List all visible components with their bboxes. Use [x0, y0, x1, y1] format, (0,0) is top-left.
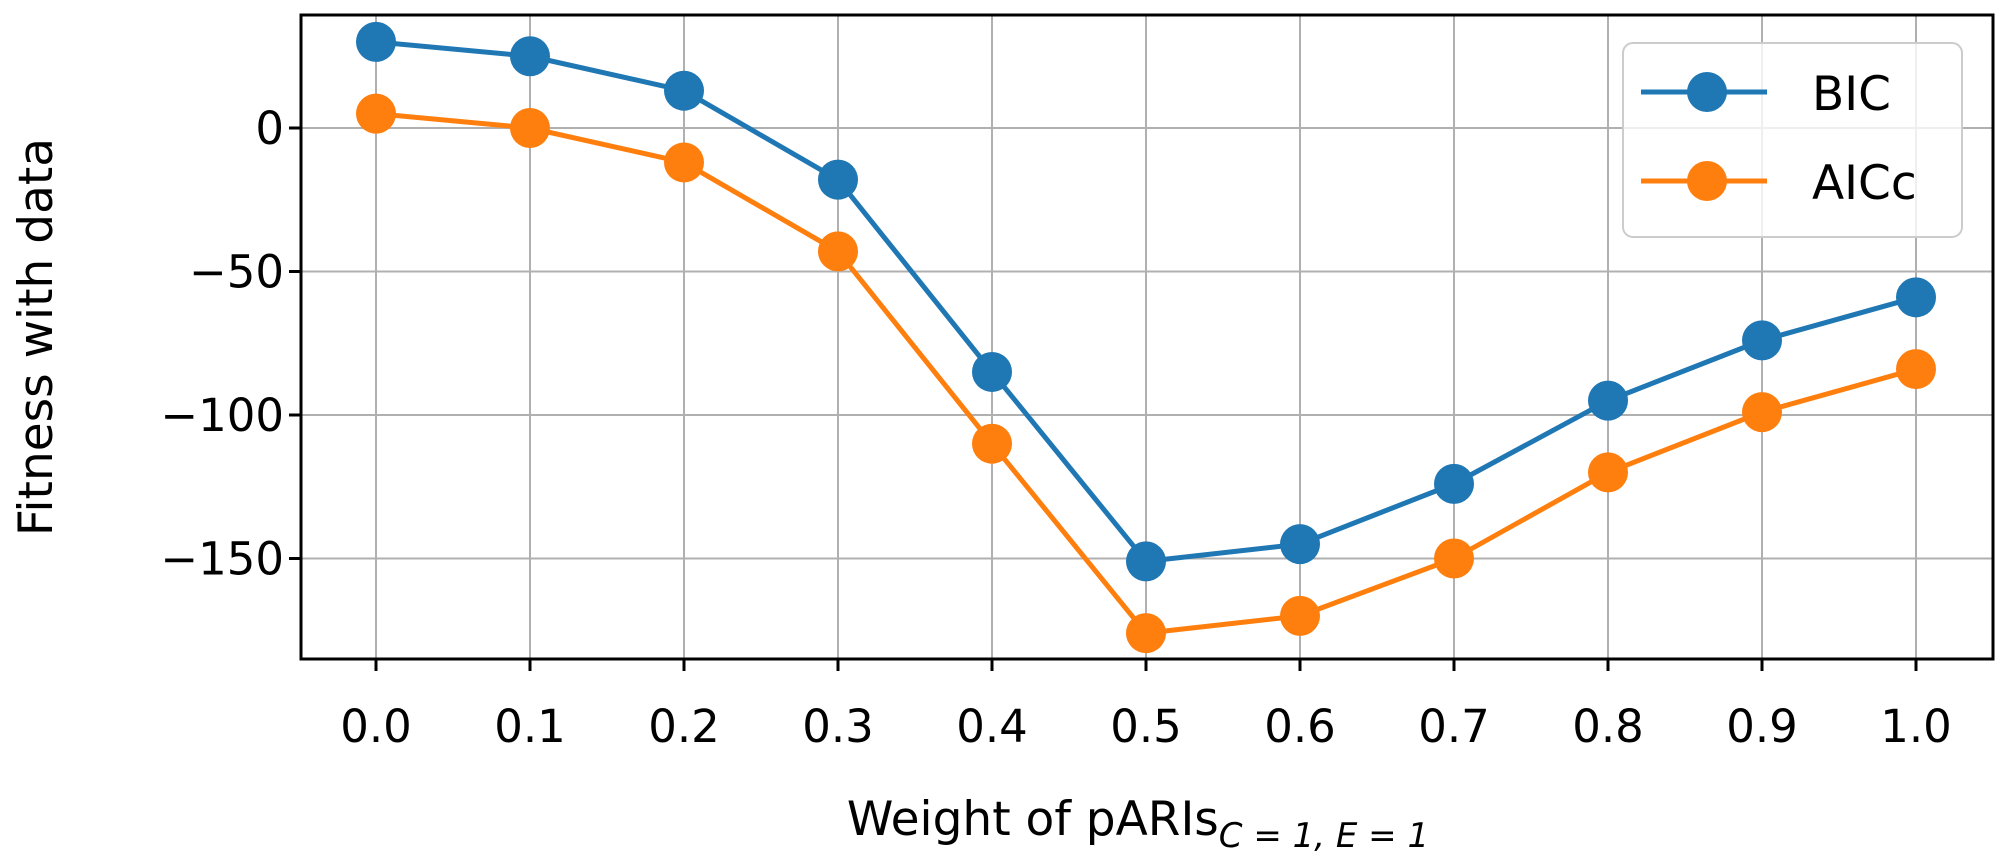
data-point-marker [1126, 541, 1166, 582]
y-tick-label: −50 [189, 246, 284, 299]
data-point-marker [1742, 320, 1782, 361]
legend-item-aicc: AICc [1641, 156, 1917, 211]
x-axis-label-main: Weight of pARIs [847, 792, 1219, 847]
y-tick-label: −100 [160, 389, 284, 442]
x-axis-label-subscript: C = 1, E = 1 [1219, 816, 1429, 856]
x-tick-label: 0.9 [1726, 700, 1798, 753]
data-point-marker [1126, 613, 1166, 654]
legend: BIC AICc [1622, 42, 1963, 238]
y-axis-ticks: 0 −50 −100 −150 [160, 102, 301, 586]
data-point-marker [972, 351, 1012, 392]
data-point-marker [1280, 524, 1320, 565]
data-point-marker [818, 159, 858, 200]
data-point-marker [1896, 349, 1936, 390]
data-point-marker [356, 93, 396, 134]
series-bic [356, 21, 1936, 582]
data-point-marker [818, 231, 858, 272]
legend-item-bic: BIC [1641, 67, 1891, 122]
legend-marker-bic-icon [1687, 72, 1727, 112]
data-point-marker [356, 21, 396, 62]
data-point-marker [510, 108, 550, 148]
y-axis-label: Fitness with data [9, 138, 64, 536]
x-axis-ticks: 0.0 0.1 0.2 0.3 0.4 0.5 0.6 0.7 0.8 0.9 1.0 [340, 659, 1952, 753]
x-tick-label: 0.8 [1572, 700, 1644, 753]
data-point-marker [972, 423, 1012, 464]
y-tick-label: 0 [255, 102, 284, 155]
x-tick-label: 0.6 [1264, 700, 1336, 753]
x-tick-label: 0.1 [494, 700, 566, 753]
x-axis-label: Weight of pARIsC = 1, E = 1 [847, 792, 1429, 856]
data-point-marker [1588, 380, 1628, 421]
x-tick-label: 1.0 [1880, 700, 1952, 753]
series-aicc [356, 93, 1936, 654]
y-tick-label: −150 [160, 533, 284, 586]
x-tick-label: 0.3 [802, 700, 874, 753]
x-tick-label: 0.2 [648, 700, 720, 753]
data-point-marker [1434, 463, 1474, 504]
data-point-marker [1434, 538, 1474, 579]
data-point-marker [664, 70, 704, 111]
data-point-marker [1742, 392, 1782, 433]
svg-text:BIC: BIC [1812, 67, 1891, 122]
series-layer [356, 21, 1936, 654]
svg-text:AICc: AICc [1812, 156, 1917, 211]
x-tick-label: 0.7 [1418, 700, 1490, 753]
data-point-marker [510, 36, 550, 77]
data-point-marker [664, 142, 704, 183]
data-point-marker [1588, 452, 1628, 493]
data-point-marker [1280, 595, 1320, 636]
x-tick-label: 0.4 [956, 700, 1028, 753]
x-tick-label: 0.5 [1110, 700, 1182, 753]
x-tick-label: 0.0 [340, 700, 412, 753]
legend-marker-aicc-icon [1687, 161, 1727, 201]
data-point-marker [1896, 277, 1936, 318]
